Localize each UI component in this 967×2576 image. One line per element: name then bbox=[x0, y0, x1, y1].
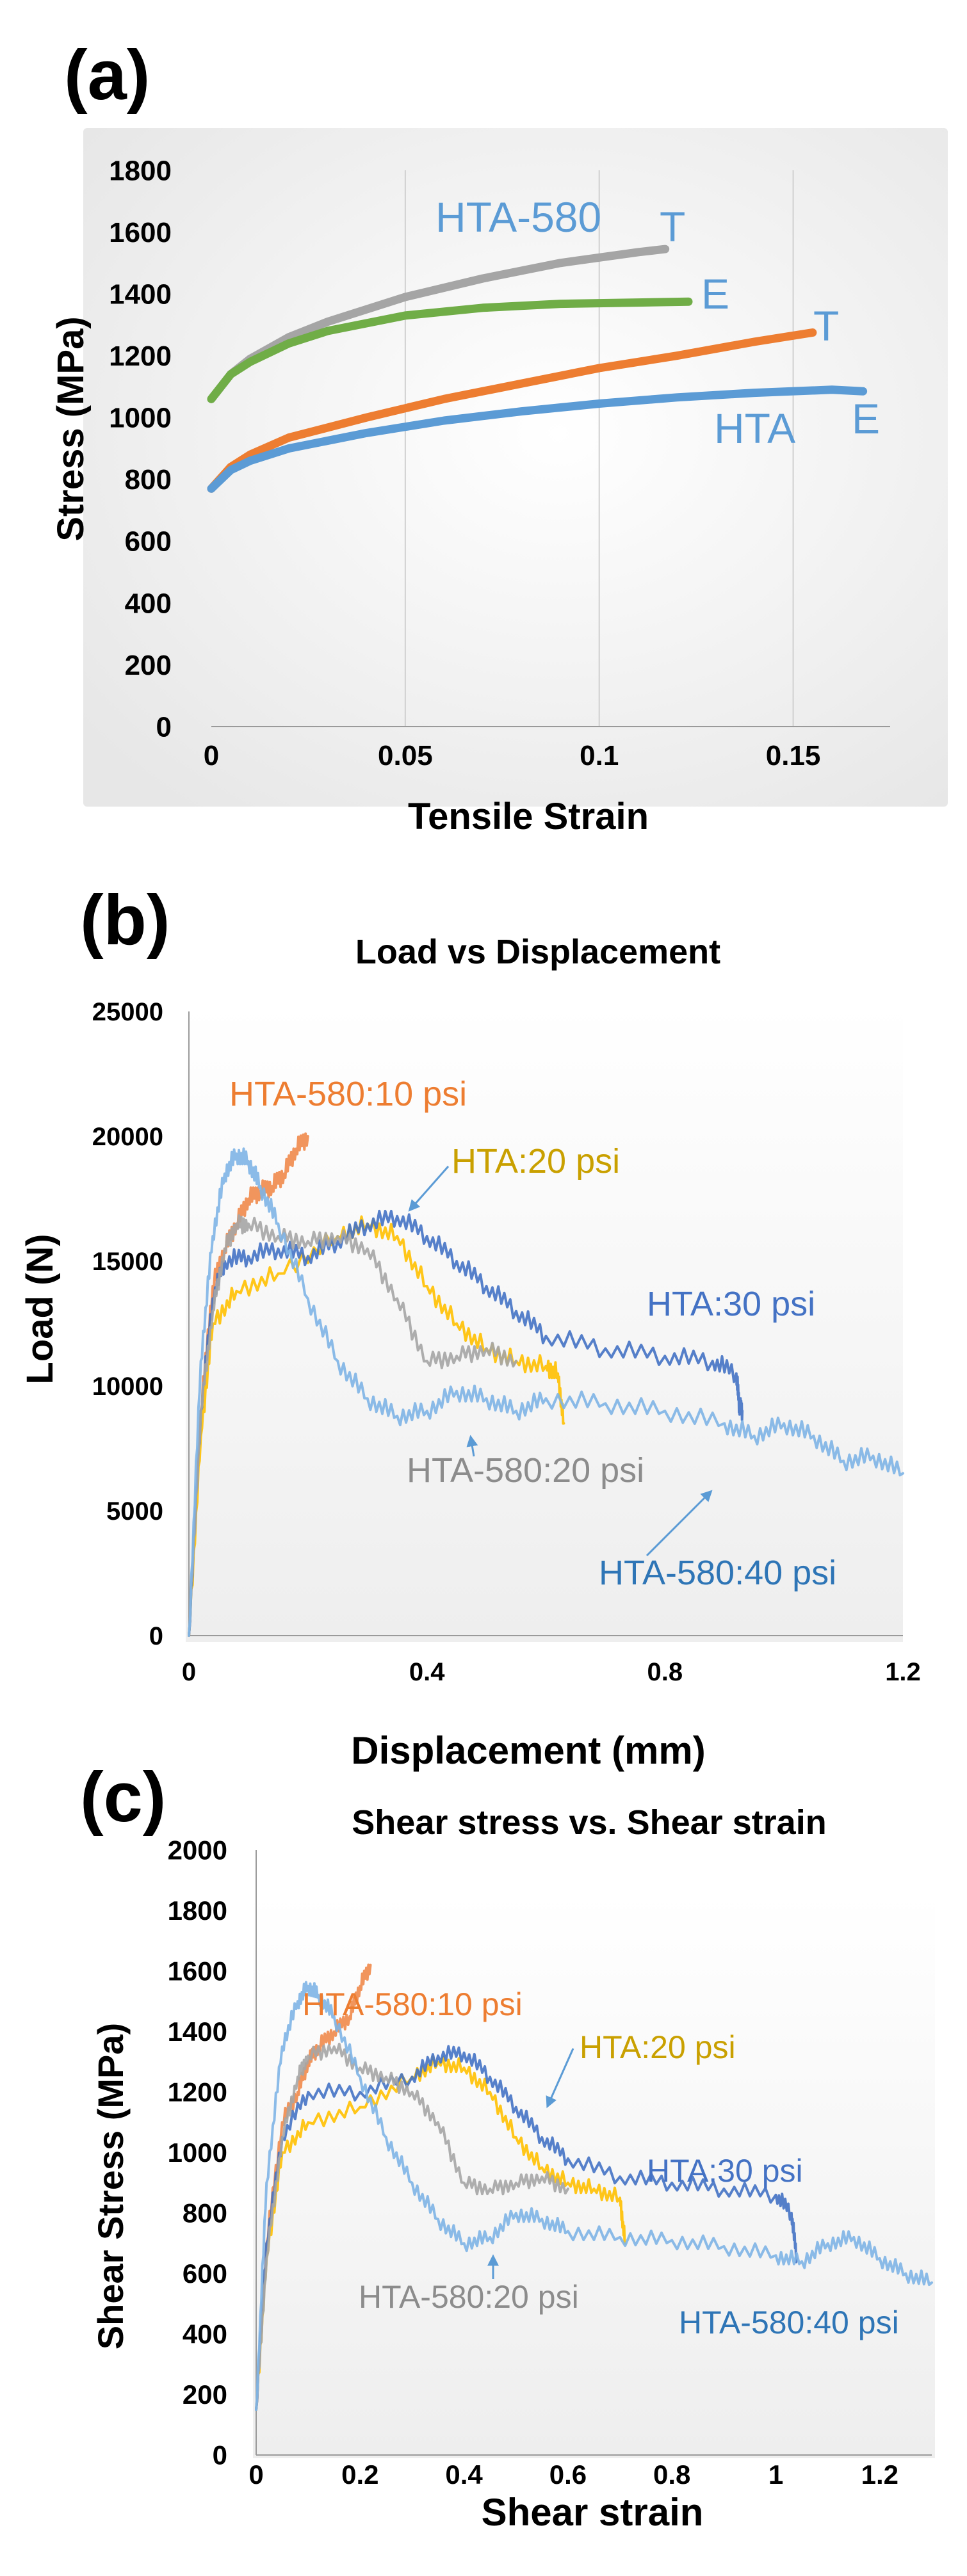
y-tick-label: 5000 bbox=[106, 1497, 163, 1525]
y-tick-label: 400 bbox=[125, 588, 172, 619]
x-tick-label: 0.4 bbox=[445, 2459, 483, 2490]
annotation-hta-20psi-c: HTA:20 psi bbox=[580, 2029, 736, 2065]
series-line-hta-20-psi bbox=[255, 2055, 627, 2411]
annotation-hta580-40psi-c: HTA-580:40 psi bbox=[679, 2305, 899, 2340]
y-tick-label: 200 bbox=[183, 2379, 227, 2410]
y-tick-label: 400 bbox=[183, 2319, 227, 2349]
y-tick-label: 600 bbox=[183, 2258, 227, 2289]
y-tick-label: 1600 bbox=[109, 217, 172, 248]
y-tick-label: 1400 bbox=[109, 279, 172, 310]
annotation-hta-a: HTA bbox=[714, 405, 795, 452]
x-tick-label: 0 bbox=[204, 740, 219, 771]
y-tick-label: 1800 bbox=[109, 155, 172, 186]
panel-a-letter: (a) bbox=[64, 36, 150, 115]
annotation-t-orange: T bbox=[813, 302, 839, 350]
plot-a: 0 200 400 600 800 1000 1200 1400 1600 1800 0 0.05 0.… bbox=[109, 155, 890, 771]
x-tick-label: 0.6 bbox=[549, 2459, 587, 2490]
y-tick-label: 1400 bbox=[168, 2017, 227, 2047]
x-tick-label: 0.8 bbox=[653, 2459, 690, 2490]
x-tick-label: 0 bbox=[248, 2459, 263, 2490]
annotation-hta580-10psi-b: HTA-580:10 psi bbox=[229, 1075, 467, 1113]
panel-b-letter: (b) bbox=[80, 881, 170, 960]
annotation-e-blue: E bbox=[852, 395, 880, 442]
panel-c-xlabel: Shear strain bbox=[482, 2491, 704, 2534]
y-tick-label: 1000 bbox=[109, 403, 172, 434]
panel-b-background bbox=[186, 1005, 903, 1642]
y-tick-label: 0 bbox=[213, 2440, 227, 2470]
x-tick-label: 0.1 bbox=[580, 740, 619, 771]
panel-a: (a) 0 200 400 600 800 1000 1200 1400 1600 1800 0 0.… bbox=[50, 36, 948, 837]
x-tick-label: 0.4 bbox=[409, 1658, 445, 1686]
panel-c-letter: (c) bbox=[80, 1758, 166, 1837]
series-line-hta-e bbox=[207, 385, 868, 493]
arrow-hta580-20psi-b bbox=[466, 1435, 478, 1457]
panel-b-title: Load vs Displacement bbox=[355, 933, 720, 971]
series-line-hta-580-40-psi bbox=[188, 1147, 904, 1637]
x-tick-label: 0.8 bbox=[647, 1658, 683, 1686]
y-tick-label: 25000 bbox=[92, 998, 163, 1026]
annotation-e-green: E bbox=[701, 270, 729, 318]
series-line-hta-580-40-psi bbox=[255, 1981, 933, 2411]
panel-a-ylabel: Stress (MPa) bbox=[50, 316, 92, 541]
y-tick-label: 600 bbox=[125, 526, 172, 558]
y-tick-label: 20000 bbox=[92, 1123, 163, 1151]
panel-b: (b) Load vs Displacement 0 5000 10000 15000… bbox=[19, 881, 921, 1772]
arrow-hta-20psi-c bbox=[546, 2048, 574, 2109]
y-tick-label: 800 bbox=[183, 2198, 227, 2228]
x-tick-label: 1.2 bbox=[885, 1658, 921, 1686]
series-line-hta-t bbox=[207, 328, 817, 493]
arrow-hta-20psi-b bbox=[408, 1166, 450, 1212]
series-line-hta-580-20-psi bbox=[255, 2042, 569, 2411]
series-line-hta-30-psi bbox=[188, 1209, 744, 1637]
annotation-hta-30psi-c: HTA:30 psi bbox=[647, 2153, 803, 2189]
annotation-hta580-10psi-c: HTA-580:10 psi bbox=[302, 1986, 523, 2022]
plot-c: 0 200 400 600 800 1000 1200 1400 1600 1800 2000 0 0.… bbox=[168, 1835, 933, 2490]
annotation-hta580-20psi-c: HTA-580:20 psi bbox=[359, 2279, 579, 2315]
y-tick-label: 1200 bbox=[109, 341, 172, 372]
annotation-hta-20psi-b: HTA:20 psi bbox=[451, 1142, 620, 1180]
series-line-hta-20-psi bbox=[188, 1215, 565, 1637]
y-tick-label: 1800 bbox=[168, 1896, 227, 1926]
x-tick-label: 0.2 bbox=[341, 2459, 378, 2490]
annotation-hta580-40psi-b: HTA-580:40 psi bbox=[599, 1554, 836, 1592]
annotation-hta-30psi-b: HTA:30 psi bbox=[647, 1285, 815, 1323]
panel-b-xlabel: Displacement (mm) bbox=[351, 1729, 705, 1772]
y-tick-label: 2000 bbox=[168, 1835, 227, 1865]
panel-c-ylabel: Shear Stress (MPa) bbox=[90, 2023, 131, 2349]
x-tick-label: 0.05 bbox=[378, 740, 433, 771]
series-line-hta-30-psi bbox=[255, 2045, 798, 2411]
y-tick-label: 1000 bbox=[168, 2137, 227, 2168]
y-tick-label: 0 bbox=[156, 711, 172, 743]
y-tick-label: 0 bbox=[149, 1622, 163, 1650]
arrow-hta580-40psi-b bbox=[646, 1490, 713, 1557]
y-tick-label: 15000 bbox=[92, 1248, 163, 1276]
series-line-hta-580-20-psi bbox=[188, 1214, 517, 1637]
y-tick-label: 1600 bbox=[168, 1956, 227, 1986]
y-tick-label: 1200 bbox=[168, 2077, 227, 2107]
y-tick-label: 10000 bbox=[92, 1373, 163, 1401]
annotation-hta580-20psi-b: HTA-580:20 psi bbox=[407, 1451, 644, 1490]
x-tick-label: 0 bbox=[182, 1658, 196, 1686]
x-tick-label: 1.2 bbox=[861, 2459, 898, 2490]
y-tick-label: 200 bbox=[125, 650, 172, 681]
annotation-hta580-a: HTA-580 bbox=[435, 193, 601, 241]
panel-c: (c) Shear stress vs. Shear strain 0 200 40… bbox=[80, 1758, 935, 2534]
annotation-t-gray: T bbox=[660, 203, 685, 250]
y-tick-label: 800 bbox=[125, 464, 172, 495]
x-tick-label: 1 bbox=[768, 2459, 783, 2490]
plot-b: 0 5000 10000 15000 20000 25000 0 0.4 0.8 1.2 bbox=[92, 998, 921, 1686]
panel-b-ylabel: Load (N) bbox=[19, 1234, 61, 1384]
panel-c-title: Shear stress vs. Shear strain bbox=[352, 1803, 826, 1842]
x-tick-label: 0.15 bbox=[766, 740, 821, 771]
panel-c-background bbox=[253, 1895, 935, 2458]
panel-a-xlabel: Tensile Strain bbox=[408, 796, 649, 837]
panel-a-background bbox=[83, 128, 948, 807]
series-line-hta-580-e bbox=[207, 297, 693, 403]
